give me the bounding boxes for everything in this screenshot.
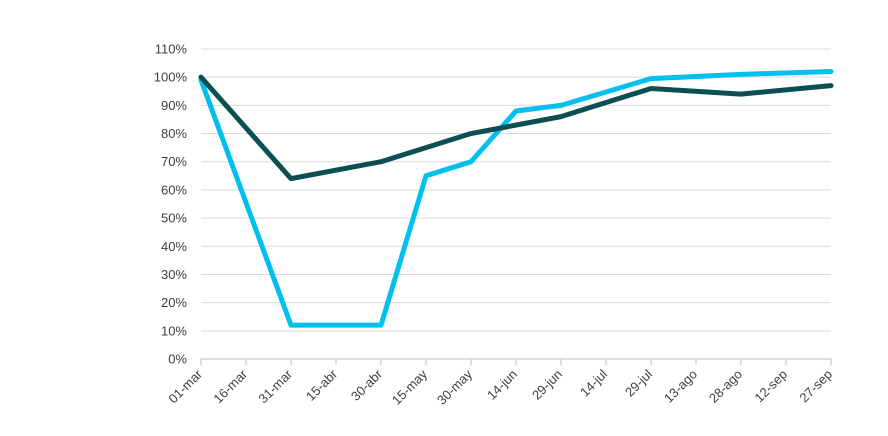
series-line-2 bbox=[201, 77, 831, 178]
x-tick-label: 14-jul bbox=[577, 366, 610, 399]
y-gridlines bbox=[201, 49, 831, 331]
x-tick-label: 15-may bbox=[389, 366, 431, 408]
x-tick-label: 28-ago bbox=[706, 367, 745, 406]
x-tick-label: 31-mar bbox=[255, 366, 295, 406]
y-tick-label: 70% bbox=[161, 154, 187, 169]
y-tick-label: 50% bbox=[161, 211, 187, 226]
y-tick-label: 80% bbox=[161, 126, 187, 141]
y-axis-labels: 0% 10% 20% 30% 40% 50% 60% 70% 80% 90% 100% 110% bbox=[154, 42, 188, 367]
x-tick-label: 29-jul bbox=[622, 366, 655, 399]
x-tick-label: 16-mar bbox=[210, 366, 250, 406]
x-tick-label: 01-mar bbox=[165, 366, 205, 406]
x-tick-label: 27-sep bbox=[796, 367, 835, 406]
y-tick-label: 40% bbox=[161, 239, 187, 254]
series-line-1 bbox=[201, 72, 831, 326]
x-tick-label: 13-ago bbox=[661, 367, 700, 406]
y-tick-label: 20% bbox=[161, 295, 187, 310]
y-tick-label: 10% bbox=[161, 323, 187, 338]
y-tick-label: 30% bbox=[161, 267, 187, 282]
y-tick-label: 60% bbox=[161, 182, 187, 197]
x-tick-label: 14-jun bbox=[484, 367, 520, 403]
x-tick-label: 30-may bbox=[434, 366, 476, 408]
x-tick-label: 30-abr bbox=[348, 366, 386, 404]
x-tick-label: 12-sep bbox=[751, 367, 790, 406]
x-tick-label: 15-abr bbox=[303, 366, 341, 404]
y-tick-label: 90% bbox=[161, 98, 187, 113]
x-tick-label: 29-jun bbox=[529, 367, 565, 403]
y-tick-label: 0% bbox=[168, 352, 187, 367]
y-tick-label: 100% bbox=[154, 70, 188, 85]
y-tick-label: 110% bbox=[155, 42, 188, 57]
